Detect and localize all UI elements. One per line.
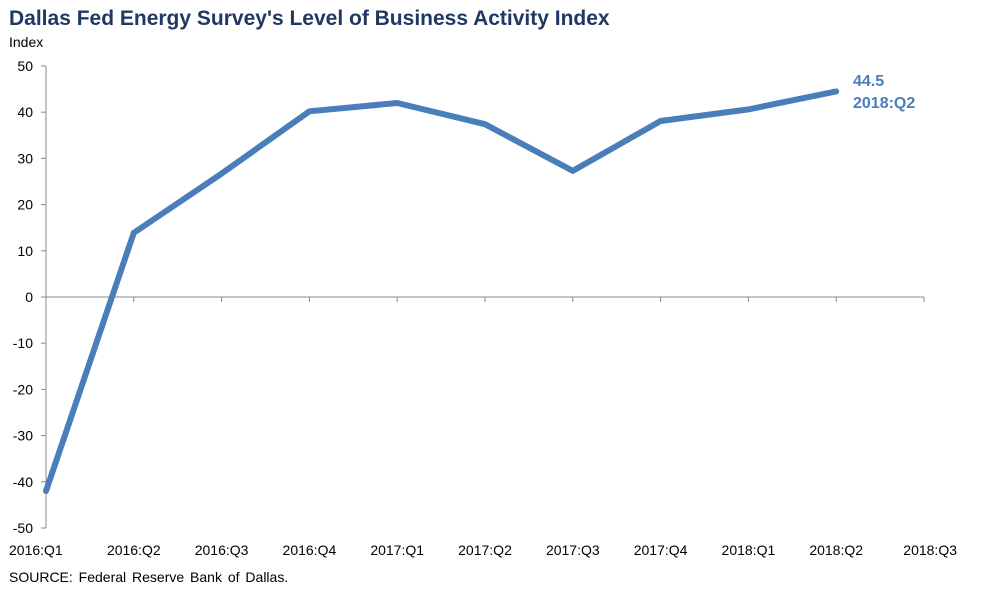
x-tick-label: 2016:Q4 [283,542,337,558]
annotation-value: 44.5 [853,73,884,90]
source-note: SOURCE: Federal Reserve Bank of Dallas. [9,569,289,585]
x-tick-label: 2017:Q2 [458,542,512,558]
series-group [43,88,840,494]
x-axis-ticks: 2016:Q1 2016:Q2 2016:Q3 2016:Q4 2017:Q1 2017:… [9,297,957,558]
y-tick-label: -30 [13,428,33,444]
chart-title: Dallas Fed Energy Survey's Level of Busi… [9,7,610,30]
x-tick-label: 2016:Q3 [195,542,249,558]
x-tick-label: 2018:Q1 [722,542,776,558]
annotation-period: 2018:Q2 [853,95,915,112]
y-tick-label: 0 [25,289,33,305]
x-tick-label: 2016:Q2 [107,542,161,558]
y-tick-label: -40 [13,474,33,490]
y-tick-label: -50 [13,520,33,536]
y-tick-label: 50 [17,58,33,74]
x-tick-label: 2018:Q2 [809,542,863,558]
y-tick-label: 40 [17,104,33,120]
x-tick-label: 2017:Q1 [370,542,424,558]
y-tick-label: 10 [17,243,33,259]
x-tick-label: 2018:Q3 [903,542,957,558]
y-tick-label: 20 [17,197,33,213]
y-axis-ticks: 50 40 30 20 10 0 -10 -20 -30 -40 -50 [13,58,46,536]
x-tick-label: 2017:Q3 [546,542,600,558]
y-tick-label: -10 [13,335,33,351]
x-tick-label: 2016:Q1 [9,542,63,558]
series-line [43,88,840,494]
y-tick-label: -20 [13,381,33,397]
x-tick-label: 2017:Q4 [634,542,688,558]
annotation-group: 44.5 2018:Q2 [853,73,915,112]
y-axis-label: Index [9,34,44,50]
y-tick-label: 30 [17,150,33,166]
